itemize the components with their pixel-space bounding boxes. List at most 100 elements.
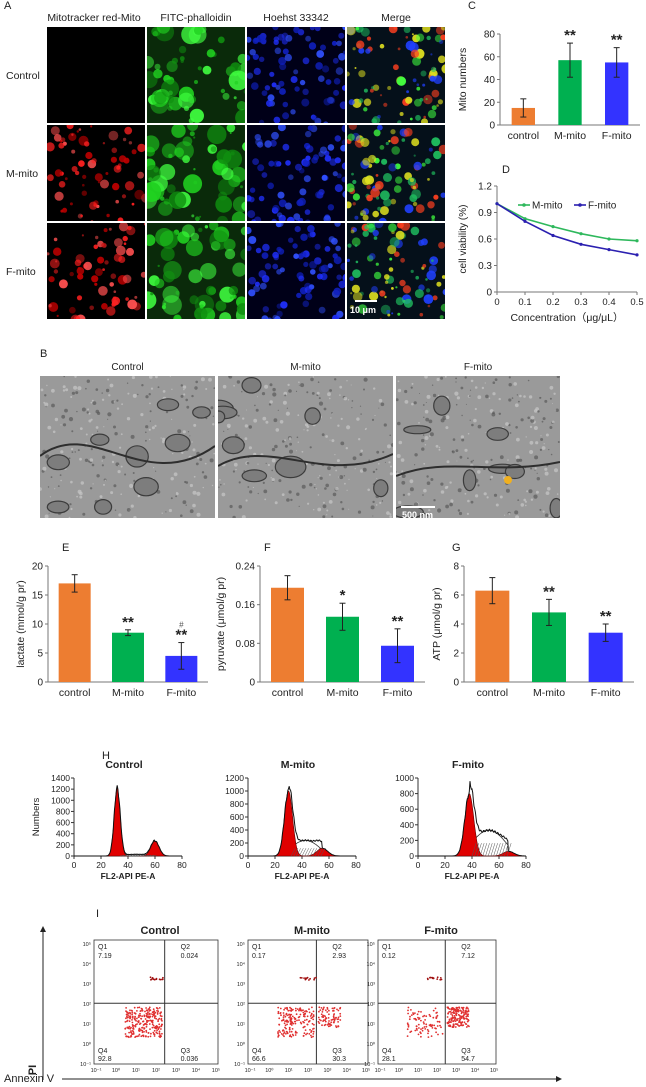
- tem-grain: [424, 444, 427, 446]
- scatter-dot: [127, 1014, 129, 1016]
- y-tick-label: 40: [484, 75, 496, 86]
- micro-blob: [85, 151, 93, 160]
- scatter-dot: [467, 1015, 469, 1018]
- micro-blob: [313, 154, 319, 161]
- micro-tile: [46, 26, 146, 124]
- tem-grain: [363, 377, 368, 382]
- scatter-dot: [302, 1026, 305, 1029]
- tem-grain: [380, 402, 385, 407]
- tem-grain: [306, 429, 309, 432]
- micro-blob: [233, 96, 237, 100]
- scatter-dot: [151, 1026, 154, 1029]
- tem-grain: [477, 470, 481, 474]
- scatter-dot: [279, 1012, 282, 1015]
- micro-blob: [374, 181, 384, 190]
- micro-blob: [389, 237, 400, 247]
- scatter-dot: [155, 978, 158, 981]
- scatter-dot: [339, 1019, 342, 1021]
- scatter-dot: [306, 1023, 309, 1026]
- tem-grain: [196, 491, 201, 496]
- tem-grain: [185, 398, 188, 402]
- scatter-dot: [313, 1023, 315, 1026]
- micro-blob: [288, 174, 294, 180]
- scatter-dot: [420, 1028, 422, 1030]
- micro-blob: [329, 158, 337, 166]
- tem-grain: [233, 384, 235, 387]
- series-line-F-mito: [496, 202, 638, 256]
- micro-blob: [76, 295, 83, 301]
- tem-grain: [418, 422, 420, 424]
- hatch-line: [136, 854, 141, 857]
- quadrant-value-q2: 0.024: [181, 953, 199, 960]
- scatter-dot: [148, 1023, 151, 1025]
- tem-grain: [352, 456, 357, 461]
- scatter-dot: [305, 1010, 307, 1012]
- micro-blob: [118, 223, 129, 232]
- tem-grain: [75, 391, 79, 395]
- chart-i-apoptosis-flow: Control10⁻¹10⁻¹10⁰10⁰10¹10¹10²10²10³10³1…: [4, 925, 562, 1085]
- tem-grain: [539, 448, 542, 451]
- scatter-dot: [320, 1013, 323, 1016]
- micro-blob: [351, 237, 361, 247]
- scatter-dot: [455, 1013, 457, 1016]
- scatter-dot: [153, 1013, 155, 1015]
- tem-grain: [150, 387, 154, 390]
- micro-blob: [341, 162, 345, 170]
- x-tick-label: 20: [270, 860, 280, 870]
- micro-blob: [56, 314, 59, 317]
- scatter-dot: [462, 1009, 465, 1012]
- micro-blob: [327, 204, 335, 211]
- micro-blob: [119, 155, 127, 163]
- micro-blob: [282, 143, 290, 151]
- micro-blob: [403, 298, 413, 308]
- scatter-dot: [407, 1009, 409, 1012]
- micro-blob: [314, 117, 322, 123]
- tem-grain: [319, 476, 323, 480]
- scatter-dot: [289, 1034, 292, 1037]
- tem-grain: [514, 403, 519, 408]
- tem-grain: [556, 493, 559, 495]
- tem-grain: [525, 436, 527, 438]
- scatter-dot: [137, 1035, 140, 1037]
- scatter-dot: [159, 1012, 162, 1014]
- tem-grain: [71, 430, 74, 433]
- tem-grain: [46, 384, 48, 387]
- tem-grain: [118, 465, 119, 466]
- tem-grain: [367, 488, 370, 492]
- micro-blob: [158, 201, 173, 216]
- tem-mitochondrion: [486, 427, 509, 441]
- micro-blob: [179, 56, 185, 61]
- tem-grain: [262, 481, 265, 484]
- tem-grain: [236, 380, 241, 384]
- tem-grain: [80, 481, 84, 485]
- quadrant-value-q3: 54.7: [461, 1056, 475, 1063]
- micro-blob: [197, 66, 202, 71]
- tem-grain: [508, 376, 511, 379]
- micro-blob: [124, 181, 135, 191]
- scatter-dot: [308, 1020, 311, 1022]
- tem-grain: [334, 378, 337, 381]
- scatter-dot: [283, 1022, 286, 1025]
- scatter-dot: [449, 1010, 452, 1013]
- scatter-dot: [459, 1010, 462, 1012]
- scatter-dot: [423, 1014, 426, 1017]
- scatter-dot: [131, 1021, 134, 1024]
- micro-blob: [279, 88, 286, 95]
- tem-grain: [161, 512, 163, 514]
- legend-marker: [578, 203, 582, 207]
- micro-blob: [431, 137, 441, 147]
- tem-grain: [378, 463, 380, 465]
- micro-blob: [267, 94, 275, 102]
- scatter-dot: [305, 1033, 307, 1036]
- micro-blob: [131, 202, 135, 206]
- scatter-dot: [133, 1006, 136, 1009]
- tem-grain: [89, 487, 93, 490]
- micro-blob: [123, 242, 127, 245]
- tem-grain: [91, 433, 94, 436]
- tem-grain: [262, 416, 267, 421]
- y-tick-label: 15: [32, 591, 44, 602]
- y-tick-label: 400: [400, 820, 414, 830]
- tem-grain: [440, 482, 444, 486]
- hatch-line: [146, 854, 152, 857]
- tem-grain: [516, 394, 519, 396]
